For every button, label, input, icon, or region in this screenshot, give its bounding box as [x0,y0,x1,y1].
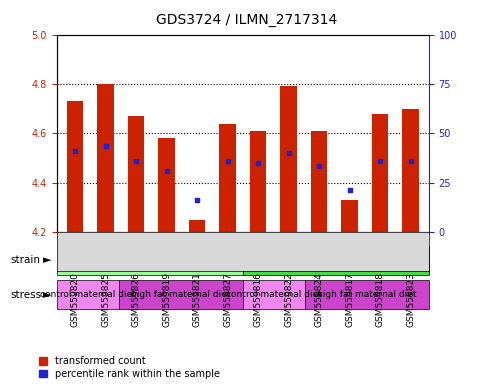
Point [163,167,171,174]
Bar [341,200,358,232]
Bar [219,124,236,232]
Bar [402,109,419,232]
Bar [372,114,388,232]
Text: wildtype: wildtype [128,255,172,265]
Text: ►: ► [42,255,51,265]
Bar [243,246,429,275]
Point [254,160,262,166]
Point [315,162,323,169]
Bar [119,280,243,309]
Bar [158,138,175,232]
Bar [128,116,144,232]
Bar [280,86,297,232]
Text: control maternal diet: control maternal diet [226,290,322,299]
Point [376,157,384,164]
Bar [249,131,266,232]
Bar [311,131,327,232]
Text: GDS3724 / ILMN_2717314: GDS3724 / ILMN_2717314 [156,13,337,27]
Point [407,157,415,164]
Point [193,197,201,203]
Point [102,143,109,149]
Text: Cited2-/-: Cited2-/- [313,255,358,265]
Point [346,187,353,194]
Text: stress: stress [11,290,42,300]
Bar [97,84,114,232]
Point [284,150,292,156]
Text: high fat maternal diet: high fat maternal diet [317,290,417,299]
Point [224,157,232,164]
Bar [57,246,243,275]
Legend: transformed count, percentile rank within the sample: transformed count, percentile rank withi… [39,356,220,379]
Bar [189,220,206,232]
Point [132,157,140,164]
Text: control maternal diet: control maternal diet [40,290,136,299]
Bar [243,280,305,309]
Text: high fat maternal diet: high fat maternal diet [131,290,231,299]
Point [71,148,79,154]
Bar [67,101,83,232]
Bar [305,280,429,309]
Bar [57,280,119,309]
Text: strain: strain [11,255,41,265]
Text: ►: ► [42,290,51,300]
